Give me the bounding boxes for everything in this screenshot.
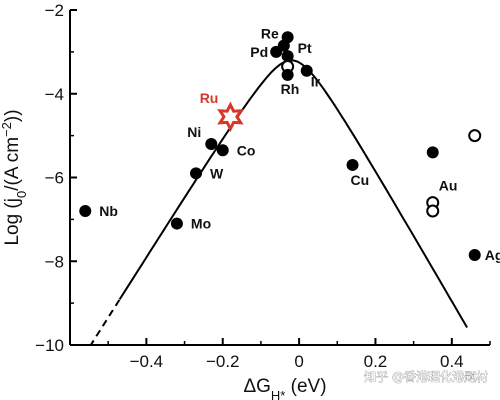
label-ru: Ru — [200, 90, 219, 106]
label-pd: Pd — [250, 44, 268, 60]
point-pt-marker — [281, 31, 294, 44]
point-au-marker — [426, 146, 439, 159]
x-tick-label: 0.2 — [364, 352, 388, 371]
x-tick-label: −0.4 — [130, 352, 164, 371]
point-au-open-marker — [468, 129, 482, 143]
point-nb-marker — [79, 205, 92, 217]
x-tick-label: −0.2 — [206, 352, 240, 371]
x-tick-label: 0.4 — [440, 352, 464, 371]
label-re: Re — [261, 26, 279, 42]
volcano-curve-dashed — [89, 299, 121, 346]
y-tick-label: −2 — [45, 1, 64, 20]
y-axis-label: Log (j0/(A cm−2)) — [0, 109, 29, 245]
watermark: 知乎 @香港理化港题材 — [364, 370, 488, 384]
label-cu: Cu — [351, 172, 370, 188]
label-w: W — [210, 165, 224, 181]
axes: −0.4 −0.2 0 0.2 0.4 −10 −8 −6 −4 −2 — [35, 1, 491, 371]
point-ag-marker — [468, 248, 481, 261]
point-au-open-marker — [426, 204, 440, 218]
label-co: Co — [237, 142, 256, 158]
point-pt-marker — [281, 50, 294, 63]
label-mo: Mo — [191, 216, 211, 232]
label-ir: Ir — [311, 74, 321, 90]
label-nb: Nb — [99, 203, 118, 219]
y-tick-label: −10 — [35, 336, 64, 355]
label-rh: Rh — [281, 81, 300, 97]
x-tick-label: 0 — [294, 352, 303, 371]
label-ni: Ni — [187, 124, 201, 140]
x-axis-label: ΔGH* (eV) — [243, 376, 326, 400]
label-ag: Ag — [485, 247, 500, 263]
label-pt: Pt — [298, 40, 312, 56]
point-w-marker — [190, 167, 202, 180]
point-rh-marker — [281, 68, 294, 81]
volcano-curve — [89, 59, 468, 346]
point-ni-marker — [205, 138, 218, 150]
point-mo-marker — [170, 217, 183, 230]
point-labels: Nb Mo W Ni Co Ru Pd Re Pt Rh Ir Cu Au Ag — [99, 26, 500, 263]
point-cu-marker — [346, 158, 359, 171]
data-points — [79, 31, 482, 261]
y-tick-label: −6 — [45, 169, 64, 188]
label-au: Au — [439, 178, 458, 194]
point-co-marker — [216, 144, 229, 157]
y-tick-label: −8 — [45, 252, 64, 271]
y-tick-label: −4 — [45, 85, 64, 104]
point-ir-marker — [300, 64, 313, 77]
point-ru-star-marker — [217, 101, 244, 133]
volcano-curve-solid — [118, 59, 468, 329]
